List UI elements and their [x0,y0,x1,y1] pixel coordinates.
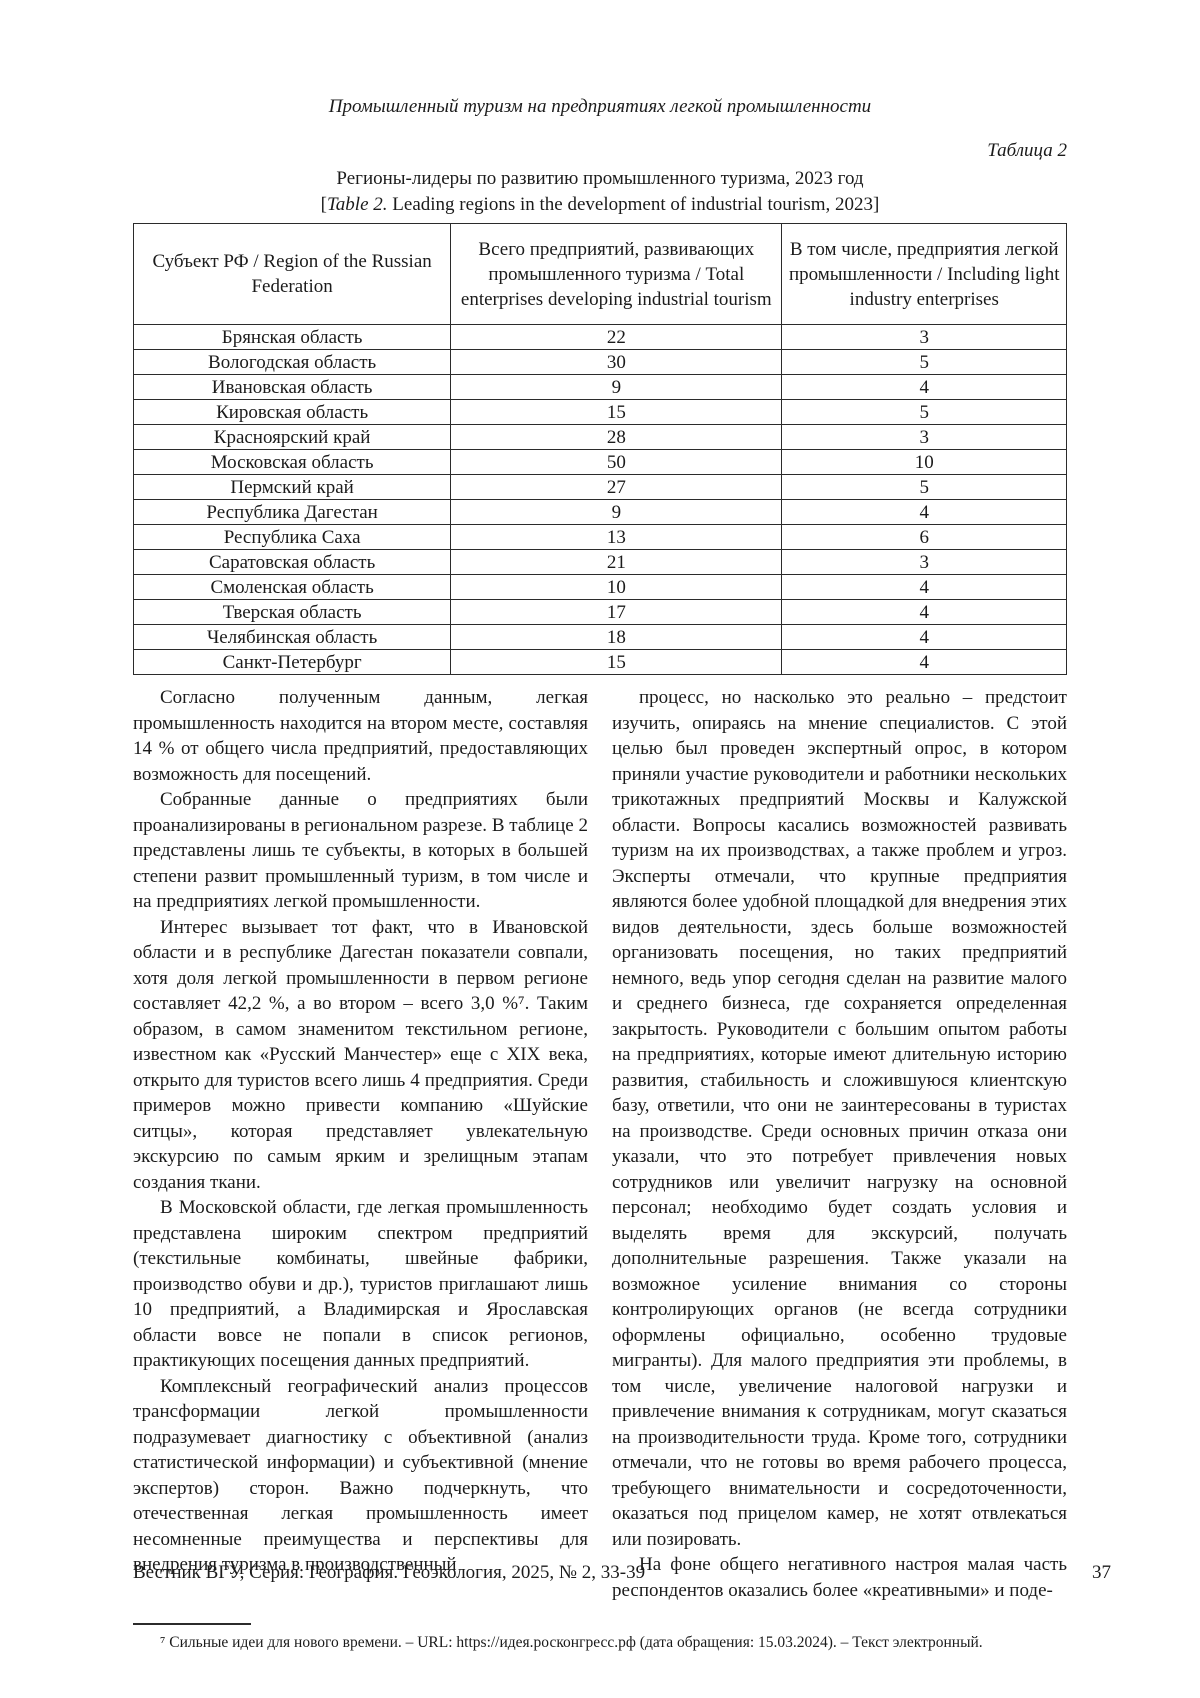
footnote-text: ⁷ Сильные идеи для нового времени. – URL… [160,1634,983,1651]
table-row: Ивановская область 9 4 [132,374,1067,400]
light-cell: 4 [781,599,1067,625]
paragraph: Согласно полученным данным, легкая промы… [133,687,588,785]
journal-footer: Вестник ВГУ, Серия: География. Геоэколог… [133,1562,646,1583]
running-head: Промышленный туризм на предприятиях легк… [328,96,872,117]
table-row: Саратовская область 21 3 [132,549,1067,575]
caption-en-label: Table 2. [326,194,388,215]
total-cell: 21 [450,549,783,575]
total-cell: 9 [450,374,783,400]
region-cell: Смоленская область [132,574,452,600]
paragraph: Комплексный географический анализ процес… [133,1375,588,1576]
region-cell: Республика Дагестан [132,499,452,525]
header-light: В том числе, предприятия легкой промышле… [781,223,1067,325]
header-region: Субъект РФ / Region of the Russian Feder… [132,223,452,325]
region-cell: Челябинская область [132,624,452,650]
total-cell: 9 [450,499,783,525]
light-cell: 3 [781,549,1067,575]
paragraph: процесс, но насколько это реально – пред… [612,687,1067,1550]
table-caption-en: [Table 2. Leading regions in the develop… [133,192,1067,218]
total-cell: 27 [450,474,783,500]
table-row: Республика Саха 13 6 [132,524,1067,550]
header-total: Всего предприятий, развивающих промышлен… [450,223,783,325]
left-column: Согласно полученным данным, легкая промы… [133,685,588,1603]
regions-table: Субъект РФ / Region of the Russian Feder… [132,223,1067,675]
page-number: 37 [1092,1562,1111,1583]
light-cell: 4 [781,624,1067,650]
region-cell: Республика Саха [132,524,452,550]
table-header-row: Субъект РФ / Region of the Russian Feder… [132,223,1067,325]
total-cell: 15 [450,649,783,675]
table-row: Санкт-Петербург 15 4 [132,649,1067,675]
table-caption-ru: Регионы-лидеры по развитию промышленного… [336,168,864,189]
table-row: Тверская область 17 4 [132,599,1067,625]
light-cell: 4 [781,374,1067,400]
paragraph: В Московской области, где легкая промышл… [133,1197,588,1371]
table-row: Кировская область 15 5 [132,399,1067,425]
region-cell: Брянская область [132,324,452,350]
region-cell: Санкт-Петербург [132,649,452,675]
total-cell: 15 [450,399,783,425]
light-cell: 6 [781,524,1067,550]
light-cell: 4 [781,649,1067,675]
region-cell: Московская область [132,449,452,475]
table-row: Республика Дагестан 9 4 [132,499,1067,525]
total-cell: 28 [450,424,783,450]
light-cell: 3 [781,324,1067,350]
right-column: процесс, но насколько это реально – пред… [612,685,1067,1603]
light-cell: 5 [781,399,1067,425]
region-cell: Тверская область [132,599,452,625]
table-row: Челябинская область 18 4 [132,624,1067,650]
light-cell: 10 [781,449,1067,475]
caption-bracket-open: [ [320,194,327,215]
light-cell: 4 [781,499,1067,525]
total-cell: 22 [450,324,783,350]
footnote-divider [133,1623,251,1625]
light-cell: 5 [781,474,1067,500]
total-cell: 17 [450,599,783,625]
region-cell: Вологодская область [132,349,452,375]
total-cell: 18 [450,624,783,650]
caption-en-text: Leading regions in the development of in… [387,194,880,215]
body-text-columns: Согласно полученным данным, легкая промы… [133,685,1067,1603]
total-cell: 10 [450,574,783,600]
total-cell: 50 [450,449,783,475]
table-row: Смоленская область 10 4 [132,574,1067,600]
region-cell: Красноярский край [132,424,452,450]
light-cell: 5 [781,349,1067,375]
region-cell: Саратовская область [132,549,452,575]
light-cell: 4 [781,574,1067,600]
total-cell: 30 [450,349,783,375]
table-row: Красноярский край 28 3 [132,424,1067,450]
table-row: Вологодская область 30 5 [132,349,1067,375]
table-row: Московская область 50 10 [132,449,1067,475]
paragraph: Интерес вызывает тот факт, что в Ивановс… [133,916,588,1193]
paragraph: Собранные данные о предприятиях были про… [133,789,588,912]
region-cell: Ивановская область [132,374,452,400]
paragraph: На фоне общего негативного настроя малая… [612,1554,1067,1601]
region-cell: Пермский край [132,474,452,500]
table-row: Брянская область 22 3 [132,324,1067,350]
table-row: Пермский край 27 5 [132,474,1067,500]
light-cell: 3 [781,424,1067,450]
table-number-label: Таблица 2 [987,140,1067,161]
total-cell: 13 [450,524,783,550]
region-cell: Кировская область [132,399,452,425]
